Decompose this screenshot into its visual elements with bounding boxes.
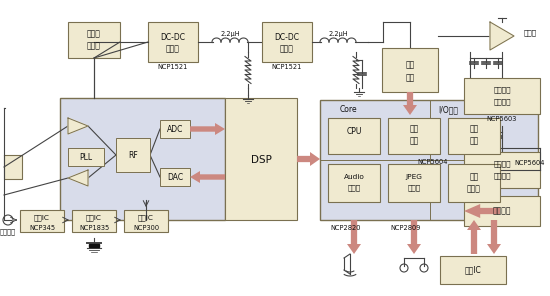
Text: 控制器: 控制器 bbox=[467, 184, 481, 194]
Text: 相機: 相機 bbox=[405, 60, 415, 70]
Text: 高效率液: 高效率液 bbox=[493, 161, 511, 167]
Bar bbox=[262, 22, 312, 62]
Text: 保護IC: 保護IC bbox=[34, 215, 50, 221]
Text: I/O電壓: I/O電壓 bbox=[438, 105, 458, 115]
Text: 編解碼: 編解碼 bbox=[348, 185, 361, 191]
Bar bbox=[388, 164, 440, 202]
Text: NCP2809: NCP2809 bbox=[390, 225, 420, 231]
Polygon shape bbox=[347, 220, 361, 254]
Bar bbox=[60, 98, 225, 220]
Polygon shape bbox=[403, 92, 417, 115]
Text: 相機: 相機 bbox=[469, 125, 478, 133]
Polygon shape bbox=[297, 152, 320, 166]
Text: 晶驅動器: 晶驅動器 bbox=[493, 173, 511, 179]
Text: 液晶: 液晶 bbox=[469, 173, 478, 181]
Text: 2.2μH: 2.2μH bbox=[328, 31, 348, 37]
Text: NCP1521: NCP1521 bbox=[158, 64, 188, 70]
Polygon shape bbox=[68, 118, 88, 134]
Bar bbox=[116, 138, 150, 172]
Text: NCP5604: NCP5604 bbox=[514, 160, 545, 166]
Text: 充電IC: 充電IC bbox=[86, 215, 102, 221]
Bar bbox=[68, 22, 120, 58]
Text: 轉換器: 轉換器 bbox=[280, 44, 294, 54]
Bar bbox=[148, 22, 198, 62]
Text: 編解碼: 編解碼 bbox=[408, 185, 421, 191]
Text: Core: Core bbox=[340, 105, 358, 115]
Text: DSP: DSP bbox=[251, 155, 272, 165]
Text: JPEG: JPEG bbox=[405, 174, 422, 180]
Bar bbox=[72, 210, 116, 232]
Text: 記憶IC: 記憶IC bbox=[465, 266, 481, 274]
Bar bbox=[328, 118, 380, 154]
Polygon shape bbox=[68, 170, 88, 186]
Polygon shape bbox=[89, 244, 99, 247]
Bar bbox=[68, 148, 104, 166]
Text: NCP1835: NCP1835 bbox=[79, 225, 109, 231]
Polygon shape bbox=[190, 123, 225, 135]
Bar bbox=[448, 118, 500, 154]
Bar bbox=[464, 78, 540, 114]
Bar bbox=[225, 98, 297, 220]
Polygon shape bbox=[487, 220, 501, 254]
Text: 2.2μH: 2.2μH bbox=[220, 31, 240, 37]
Bar bbox=[160, 120, 190, 138]
Text: DC-DC: DC-DC bbox=[274, 33, 300, 41]
Text: 管理IC: 管理IC bbox=[138, 215, 154, 221]
Text: 轉換器: 轉換器 bbox=[166, 44, 180, 54]
Text: 充電輸入: 充電輸入 bbox=[0, 229, 16, 235]
Polygon shape bbox=[490, 22, 514, 50]
Text: PLL: PLL bbox=[79, 152, 92, 162]
Bar bbox=[464, 196, 540, 226]
Bar bbox=[388, 118, 440, 154]
Text: DAC: DAC bbox=[167, 173, 183, 181]
Bar bbox=[382, 48, 438, 92]
Text: RF: RF bbox=[128, 150, 138, 160]
Bar bbox=[448, 164, 500, 202]
Polygon shape bbox=[407, 220, 421, 254]
Text: 相機: 相機 bbox=[409, 125, 419, 133]
Text: 液晶模組: 液晶模組 bbox=[493, 207, 512, 215]
Text: 模組: 模組 bbox=[409, 136, 419, 146]
Text: 介面: 介面 bbox=[469, 136, 478, 146]
Bar bbox=[440, 256, 506, 284]
Text: 高效率液: 高效率液 bbox=[493, 87, 511, 93]
Text: NCP5603: NCP5603 bbox=[487, 116, 517, 122]
Text: Audio: Audio bbox=[344, 174, 365, 180]
Text: NCP2820: NCP2820 bbox=[330, 225, 360, 231]
Text: NCP345: NCP345 bbox=[29, 225, 55, 231]
Bar bbox=[124, 210, 168, 232]
Bar bbox=[464, 152, 540, 188]
Text: CPU: CPU bbox=[346, 126, 362, 136]
Bar bbox=[160, 168, 190, 186]
Polygon shape bbox=[467, 220, 481, 254]
Bar bbox=[320, 100, 538, 220]
Polygon shape bbox=[190, 171, 225, 183]
Polygon shape bbox=[464, 204, 500, 218]
Bar bbox=[328, 164, 380, 202]
Bar bbox=[20, 210, 64, 232]
Text: ADC: ADC bbox=[167, 125, 183, 133]
Text: NCP300: NCP300 bbox=[133, 225, 159, 231]
Text: 閃光燈: 閃光燈 bbox=[524, 30, 537, 36]
Text: NCP1521: NCP1521 bbox=[272, 64, 302, 70]
Text: DC-DC: DC-DC bbox=[161, 33, 185, 41]
Bar bbox=[4, 155, 22, 179]
Text: 穩壓器: 穩壓器 bbox=[87, 41, 101, 51]
Text: 晶驅動器: 晶驅動器 bbox=[493, 99, 511, 105]
Text: 模組: 模組 bbox=[405, 73, 415, 83]
Text: NCP5604: NCP5604 bbox=[417, 159, 448, 165]
Text: 低噪訊: 低噪訊 bbox=[87, 30, 101, 38]
